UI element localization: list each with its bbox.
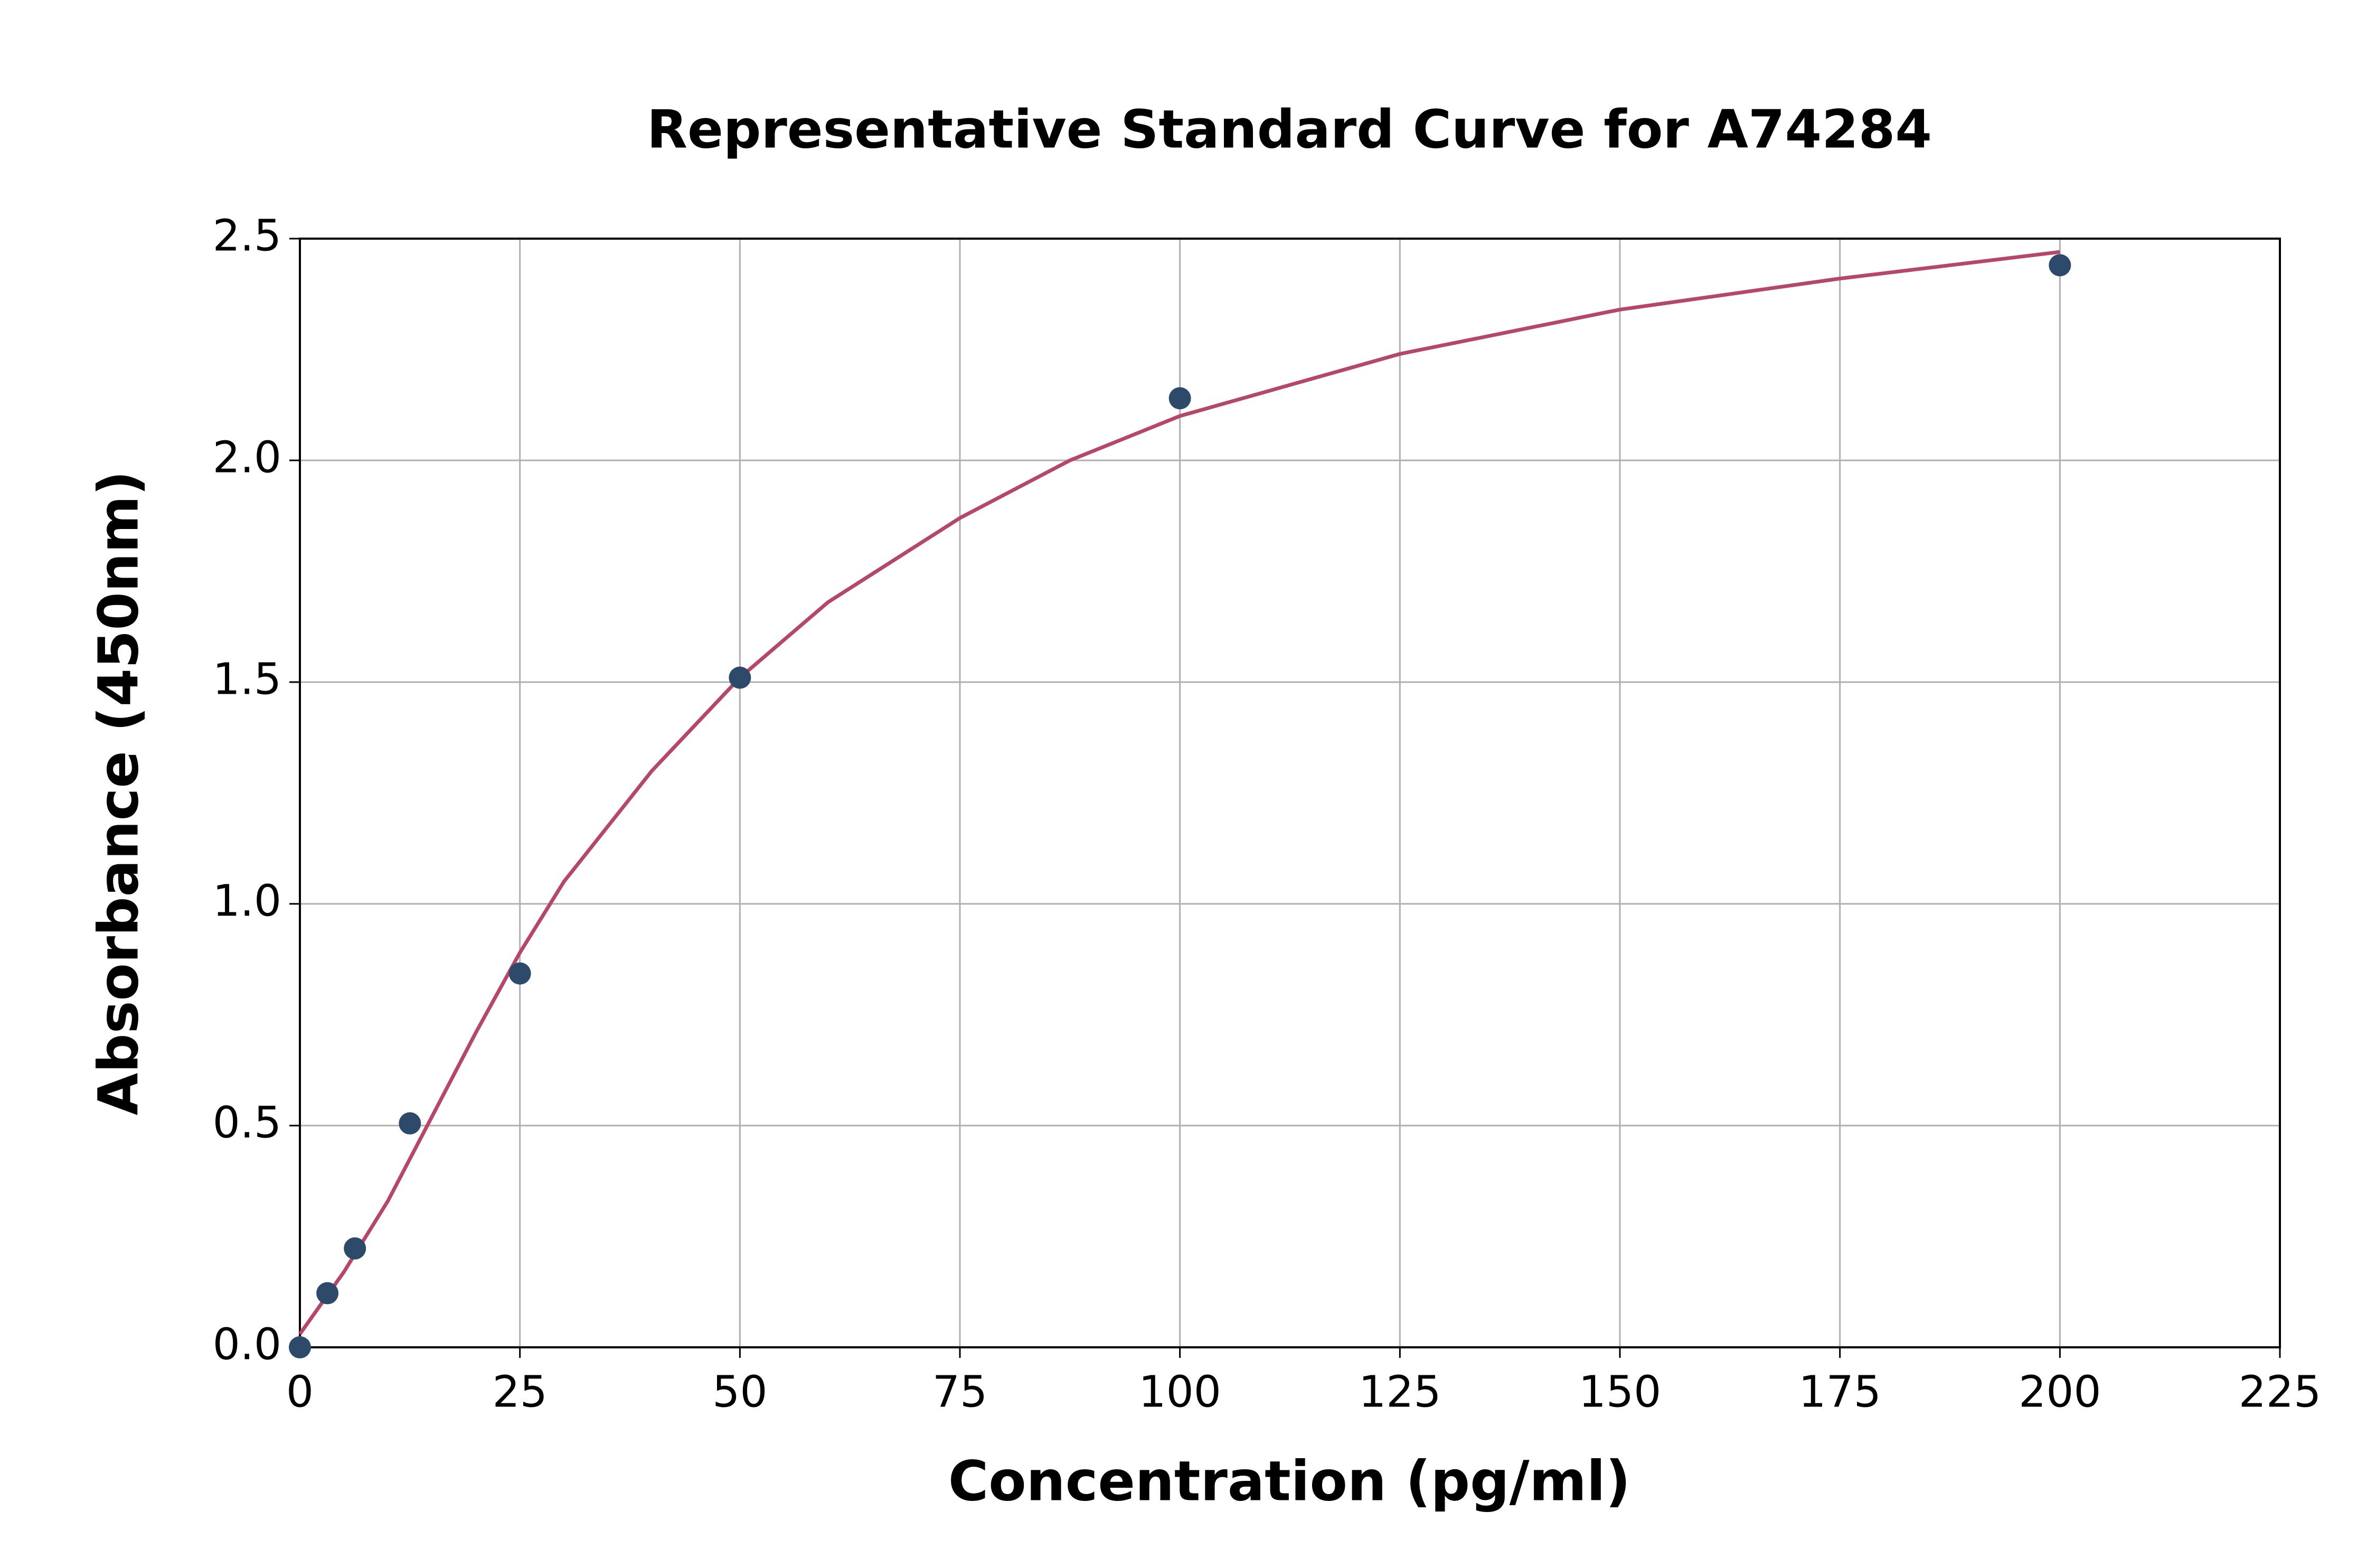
x-tick-label: 225 [2239, 1367, 2322, 1417]
x-tick-label: 175 [1798, 1367, 1881, 1417]
x-tick-label: 0 [286, 1367, 314, 1417]
x-tick-label: 200 [2019, 1367, 2101, 1417]
data-point [2049, 254, 2071, 277]
data-point [316, 1282, 339, 1305]
plot-frame [299, 238, 2281, 1348]
data-point [729, 666, 751, 689]
x-tick-label: 100 [1138, 1367, 1221, 1417]
y-axis-label: Absorbance (450nm) [86, 470, 150, 1115]
x-axis-label: Concentration (pg/ml) [948, 1449, 1630, 1513]
data-point [289, 1336, 311, 1358]
data-point [344, 1237, 366, 1260]
data-point [399, 1112, 421, 1135]
y-tick-label: 1.0 [213, 876, 281, 926]
y-tick-label: 1.5 [213, 654, 281, 704]
x-tick-label: 50 [712, 1367, 767, 1417]
y-tick-label: 2.5 [213, 211, 281, 261]
y-tick-label: 2.0 [213, 432, 281, 483]
y-tick-label: 0.5 [213, 1098, 281, 1148]
y-tick-label: 0.0 [213, 1319, 281, 1369]
x-tick-label: 150 [1579, 1367, 1662, 1417]
data-point [508, 962, 531, 985]
x-tick-label: 125 [1359, 1367, 1441, 1417]
x-tick-label: 75 [932, 1367, 987, 1417]
data-point [1168, 387, 1191, 410]
chart-title: Representative Standard Curve for A74284 [647, 98, 1932, 160]
x-tick-label: 25 [492, 1367, 547, 1417]
